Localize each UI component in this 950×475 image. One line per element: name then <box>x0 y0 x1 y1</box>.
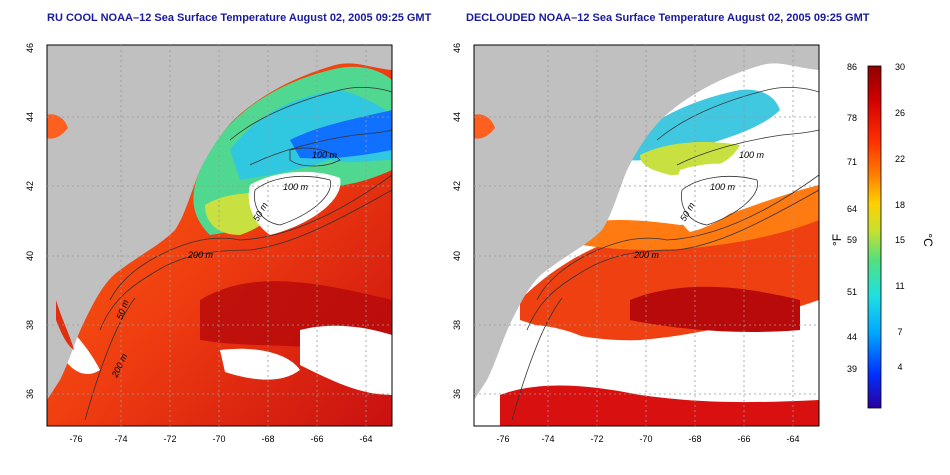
right-contour-label-1: 100 m <box>739 150 765 160</box>
left-gridlines <box>47 45 392 426</box>
left-map-panel: 100 m 100 m 50 m 200 m 50 m 200 m -76 -7… <box>25 43 393 444</box>
colorbar-f-tick: 86 <box>847 62 857 72</box>
left-x-tick: -66 <box>310 434 323 444</box>
colorbar-c-tick: 11 <box>895 281 904 291</box>
left-y-tick: 40 <box>25 251 35 261</box>
colorbar-f-tick: 59 <box>847 235 857 245</box>
colorbar-f-tick: 39 <box>847 364 857 374</box>
left-x-tick: -76 <box>69 434 82 444</box>
left-contour-label-2: 100 m <box>283 182 309 192</box>
left-contour-label-4: 200 m <box>187 250 214 260</box>
left-y-tick: 42 <box>25 181 35 191</box>
left-land <box>47 45 392 400</box>
colorbar-f-tick: 78 <box>847 113 857 123</box>
colorbar-f-tick: 51 <box>847 287 857 297</box>
right-y-tick: 46 <box>452 43 462 53</box>
right-x-tick: -74 <box>541 434 554 444</box>
left-x-tick: -74 <box>114 434 127 444</box>
right-x-tick: -66 <box>737 434 750 444</box>
right-y-tick: 38 <box>452 320 462 330</box>
left-y-tick: 44 <box>25 112 35 122</box>
right-y-tick: 44 <box>452 112 462 122</box>
colorbar-fahrenheit-label: °F <box>830 234 844 246</box>
colorbar-c-tick: 7 <box>897 327 902 337</box>
left-contour-label-1: 100 m <box>312 150 338 160</box>
left-x-tick: -64 <box>359 434 372 444</box>
left-x-tick: -70 <box>212 434 225 444</box>
colorbar-c-tick: 18 <box>895 200 905 210</box>
left-y-tick: 36 <box>25 389 35 399</box>
right-x-tick: -68 <box>688 434 701 444</box>
colorbar-c-tick: 15 <box>895 235 905 245</box>
right-y-tick: 36 <box>452 389 462 399</box>
colorbar-c-tick: 26 <box>895 108 905 118</box>
left-y-tick: 46 <box>25 43 35 53</box>
temperature-colorbar: 86 78 71 64 59 51 44 39 30 26 22 18 15 1… <box>830 62 935 409</box>
left-x-tick: -68 <box>261 434 274 444</box>
right-y-tick: 40 <box>452 251 462 261</box>
right-map-panel: 100 m 100 m 50 m 200 m -76 -74 -72 -70 -… <box>452 43 820 444</box>
left-x-tick: -72 <box>163 434 176 444</box>
left-panel-title: RU COOL NOAA–12 Sea Surface Temperature … <box>47 12 432 24</box>
right-x-tick: -76 <box>496 434 509 444</box>
left-bathymetry-contours <box>84 86 392 421</box>
colorbar-f-tick: 44 <box>847 332 857 342</box>
colorbar-f-tick: 64 <box>847 204 857 214</box>
colorbar-c-tick: 30 <box>895 62 905 72</box>
right-x-tick: -64 <box>786 434 799 444</box>
right-panel-title: DECLOUDED NOAA–12 Sea Surface Temperatur… <box>466 12 870 24</box>
right-gridlines <box>474 45 819 426</box>
right-y-tick: 42 <box>452 181 462 191</box>
right-contour-label-4: 200 m <box>633 250 660 260</box>
left-y-tick: 38 <box>25 320 35 330</box>
colorbar-c-tick: 22 <box>895 154 905 164</box>
right-x-tick: -72 <box>590 434 603 444</box>
colorbar-c-tick: 4 <box>897 362 902 372</box>
right-x-tick: -70 <box>639 434 652 444</box>
right-bathymetry-contours <box>511 86 819 421</box>
colorbar-gradient <box>867 65 882 409</box>
right-contour-label-2: 100 m <box>710 182 736 192</box>
colorbar-celsius-label: °C <box>921 233 935 247</box>
right-land <box>474 45 819 400</box>
colorbar-f-tick: 71 <box>847 157 857 167</box>
